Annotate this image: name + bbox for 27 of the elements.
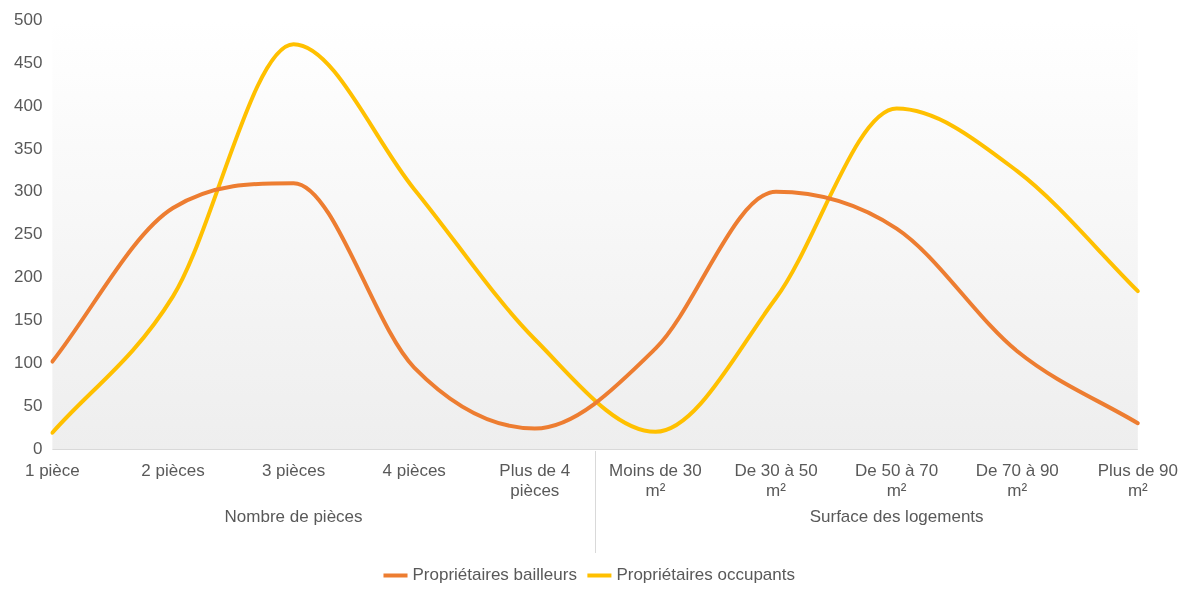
x-tick-label: Moins de 30 m² bbox=[609, 460, 702, 501]
x-tick-label: 1 pièce bbox=[24, 460, 80, 480]
line-series bbox=[50, 181, 1140, 431]
x-tick-label: Plus de 90 m² bbox=[1097, 460, 1178, 501]
x-tick-label: 2 pièces bbox=[141, 460, 205, 480]
y-tick-label: 400 bbox=[13, 95, 43, 115]
x-tick-label: De 50 à 70 m² bbox=[855, 460, 939, 501]
y-tick-label: 300 bbox=[13, 181, 43, 201]
x-tick-label: 3 pièces bbox=[261, 460, 326, 480]
text: Surface des logements bbox=[809, 506, 984, 526]
x-tick-label: De 30 à 50 m² bbox=[734, 460, 818, 501]
x-tick-label: De 70 à 90 m² bbox=[975, 460, 1059, 501]
y-tick-label: 250 bbox=[13, 224, 43, 244]
y-tick-label: 100 bbox=[13, 352, 43, 372]
y-tick-label: 0 bbox=[32, 438, 43, 458]
y-tick-label: 350 bbox=[13, 138, 43, 158]
text: Nombre de pièces bbox=[224, 506, 363, 526]
y-tick-label: 200 bbox=[13, 267, 43, 287]
x-tick-label: Plus de 4 pièces bbox=[499, 460, 571, 501]
y-tick-label: 500 bbox=[13, 9, 43, 29]
legend-label: Propriétaires bailleurs bbox=[412, 565, 577, 585]
legend-label: Propriétaires occupants bbox=[616, 565, 795, 585]
y-tick-label: 150 bbox=[13, 310, 43, 330]
x-tick-label: 4 pièces bbox=[382, 460, 446, 480]
line-series bbox=[50, 42, 1140, 435]
y-tick-label: 450 bbox=[13, 52, 43, 72]
y-tick-label: 50 bbox=[23, 395, 43, 415]
